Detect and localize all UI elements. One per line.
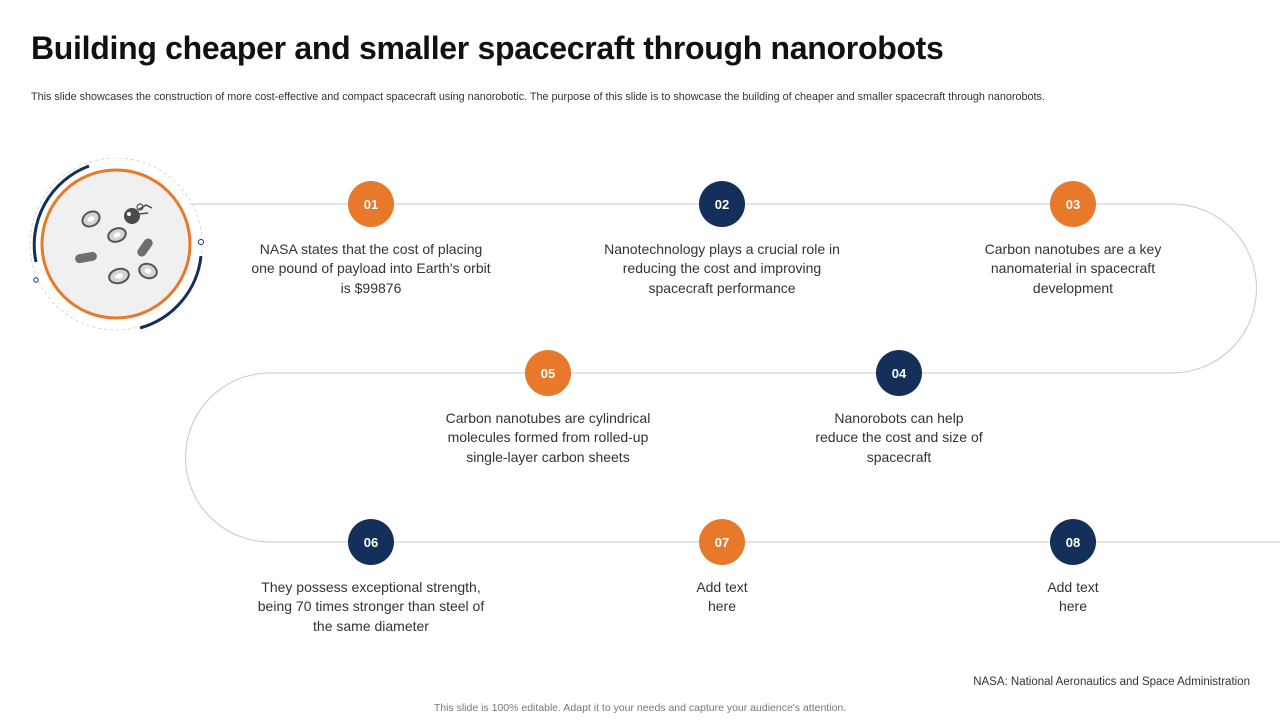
step-number-07: 07 — [699, 519, 745, 565]
step-text-07: Add text here — [696, 579, 748, 615]
step-text-08: Add text here — [1047, 579, 1099, 615]
step-number-01: 01 — [348, 181, 394, 227]
footer-note: This slide is 100% editable. Adapt it to… — [433, 702, 847, 714]
step-text-04: Nanorobots can help reduce the cost and … — [815, 410, 983, 465]
step-text-02: Nanotechnology plays a crucial role in r… — [604, 241, 840, 296]
nanorobot-illustration — [28, 157, 208, 343]
nanorobot-cells-icon — [29, 157, 204, 331]
step-number-06: 06 — [348, 519, 394, 565]
step-text-03: Carbon nanotubes are a key nanomaterial … — [984, 241, 1162, 296]
footnote: NASA: National Aeronautics and Space Adm… — [973, 676, 1250, 688]
step-number-05: 05 — [525, 350, 571, 396]
step-number-08: 08 — [1050, 519, 1096, 565]
step-number-02: 02 — [699, 181, 745, 227]
step-number-04: 04 — [876, 350, 922, 396]
page-title: Building cheaper and smaller spacecraft … — [31, 30, 944, 66]
step-text-01: NASA states that the cost of placing one… — [251, 241, 491, 296]
page-subtitle: This slide showcases the construction of… — [31, 91, 1045, 103]
step-text-06: They possess exceptional strength, being… — [257, 579, 485, 634]
step-number-03: 03 — [1050, 181, 1096, 227]
step-text-05: Carbon nanotubes are cylindrical molecul… — [445, 410, 651, 465]
